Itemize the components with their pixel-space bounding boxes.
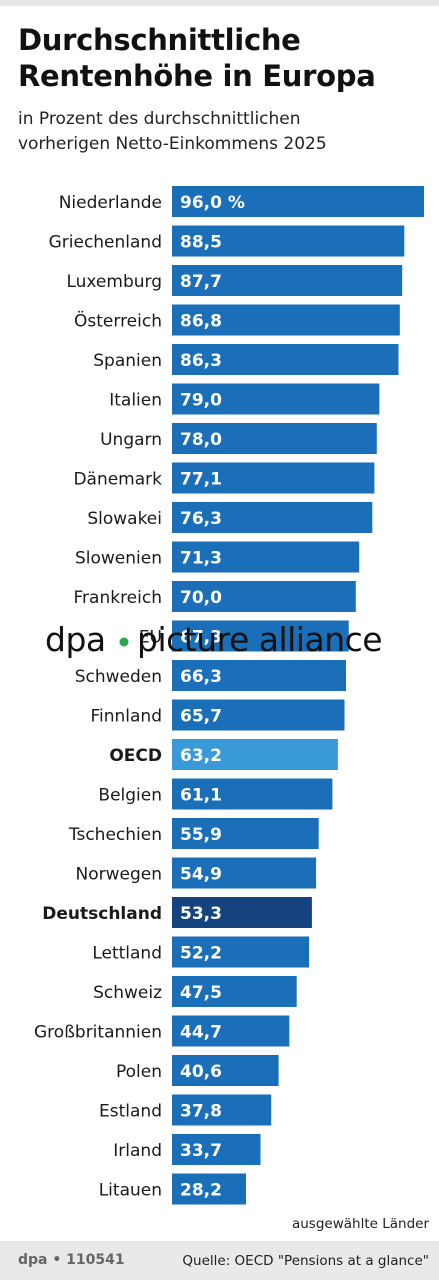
value-label-1: 88,5	[180, 233, 222, 253]
footer-graphic-id: dpa • 110541	[18, 1252, 125, 1268]
bar-12	[172, 660, 346, 691]
category-label-20: Schweiz	[93, 983, 162, 1003]
value-label-25: 28,2	[180, 1181, 222, 1201]
top-bar	[0, 0, 439, 6]
subtitle-line-1: in Prozent des durchschnittlichen	[18, 109, 301, 129]
bar-9	[172, 541, 360, 573]
category-label-5: Italien	[109, 391, 162, 411]
bar-5	[172, 383, 380, 415]
bar-10	[172, 581, 356, 612]
value-label-16: 55,9	[180, 825, 222, 845]
title-line-1: Durchschnittliche	[18, 23, 301, 57]
subtitle-line-2: vorherigen Netto-Einkommens 2025	[18, 134, 327, 154]
value-label-10: 70,0	[180, 588, 222, 608]
bar-23	[172, 1094, 272, 1126]
bar-0	[172, 186, 424, 217]
bar-18	[172, 897, 312, 928]
category-label-23: Estland	[99, 1102, 162, 1122]
value-label-11: 67,3	[180, 628, 222, 648]
value-label-18: 53,3	[180, 904, 222, 924]
category-label-18: Deutschland	[42, 904, 162, 924]
value-label-20: 47,5	[180, 983, 222, 1003]
category-label-0: Niederlande	[59, 193, 162, 213]
bar-6	[172, 423, 377, 454]
bar-13	[172, 699, 345, 731]
value-label-15: 61,1	[180, 786, 222, 806]
bar-22	[172, 1055, 279, 1086]
value-label-22: 40,6	[180, 1062, 222, 1082]
footer-source: Quelle: OECD "Pensions at a glance"	[182, 1253, 429, 1269]
category-label-13: Finnland	[90, 707, 162, 727]
bar-24	[172, 1134, 261, 1165]
bar-16	[172, 818, 319, 849]
bar-1	[172, 225, 405, 257]
category-label-4: Spanien	[93, 351, 162, 371]
bar-chart: Niederlande 96,0 % Griechenland 88,5 Luxembu…	[34, 186, 424, 1205]
bar-8	[172, 502, 373, 533]
value-label-14: 63,2	[180, 746, 222, 766]
footer: dpa • 110541 Quelle: OECD "Pensions at a…	[0, 1241, 439, 1280]
bar-7	[172, 462, 375, 494]
bar-25	[172, 1173, 246, 1205]
category-label-9: Slowenien	[75, 549, 162, 569]
value-label-2: 87,7	[180, 272, 222, 292]
category-label-19: Lettland	[92, 944, 162, 964]
selection-note: ausgewählte Länder	[291, 1216, 429, 1232]
bar-14	[172, 739, 338, 770]
category-label-2: Luxemburg	[66, 272, 162, 292]
value-label-3: 86,8	[180, 312, 222, 332]
category-label-12: Schweden	[75, 667, 162, 687]
value-label-6: 78,0	[180, 430, 222, 450]
bar-20	[172, 976, 297, 1007]
chart-title: Durchschnittliche Rentenhöhe in Europa	[18, 22, 428, 94]
value-label-12: 66,3	[180, 667, 222, 687]
category-label-10: Frankreich	[74, 588, 163, 608]
bar-11	[172, 620, 349, 652]
category-label-11: EU	[139, 628, 162, 648]
title-line-2: Rentenhöhe in Europa	[18, 59, 376, 93]
watermark-dot	[119, 637, 129, 647]
bar-2	[172, 265, 403, 296]
bar-3	[172, 304, 400, 336]
bar-21	[172, 1015, 290, 1047]
value-label-13: 65,7	[180, 707, 222, 727]
value-label-7: 77,1	[180, 470, 222, 490]
value-label-17: 54,9	[180, 865, 222, 885]
value-label-8: 76,3	[180, 509, 222, 529]
bar-19	[172, 936, 309, 968]
value-label-5: 79,0	[180, 391, 222, 411]
category-label-6: Ungarn	[100, 430, 162, 450]
category-label-3: Österreich	[74, 310, 162, 332]
category-label-21: Großbritannien	[34, 1023, 162, 1043]
chart-subtitle: in Prozent des durchschnittlichen vorher…	[18, 107, 428, 157]
value-label-9: 71,3	[180, 549, 222, 569]
category-label-16: Tschechien	[68, 825, 162, 845]
value-label-0: 96,0 %	[180, 193, 245, 213]
category-label-15: Belgien	[98, 786, 162, 806]
category-label-17: Norwegen	[76, 865, 163, 885]
bar-4	[172, 344, 399, 375]
value-label-24: 33,7	[180, 1141, 222, 1161]
value-label-4: 86,3	[180, 351, 222, 371]
category-label-1: Griechenland	[49, 233, 162, 253]
value-label-21: 44,7	[180, 1023, 222, 1043]
category-label-25: Litauen	[99, 1181, 162, 1201]
category-label-22: Polen	[116, 1062, 162, 1082]
value-label-23: 37,8	[180, 1102, 222, 1122]
bar-17	[172, 857, 317, 889]
value-label-19: 52,2	[180, 944, 222, 964]
watermark-left: dpa	[45, 620, 106, 659]
category-label-7: Dänemark	[73, 470, 162, 490]
watermark-right: picture alliance	[137, 620, 382, 659]
category-label-14: OECD	[109, 746, 162, 766]
category-label-24: Irland	[113, 1141, 162, 1161]
category-label-8: Slowakei	[87, 509, 162, 529]
watermark: dpa picture alliance	[45, 620, 383, 659]
bar-15	[172, 778, 333, 810]
